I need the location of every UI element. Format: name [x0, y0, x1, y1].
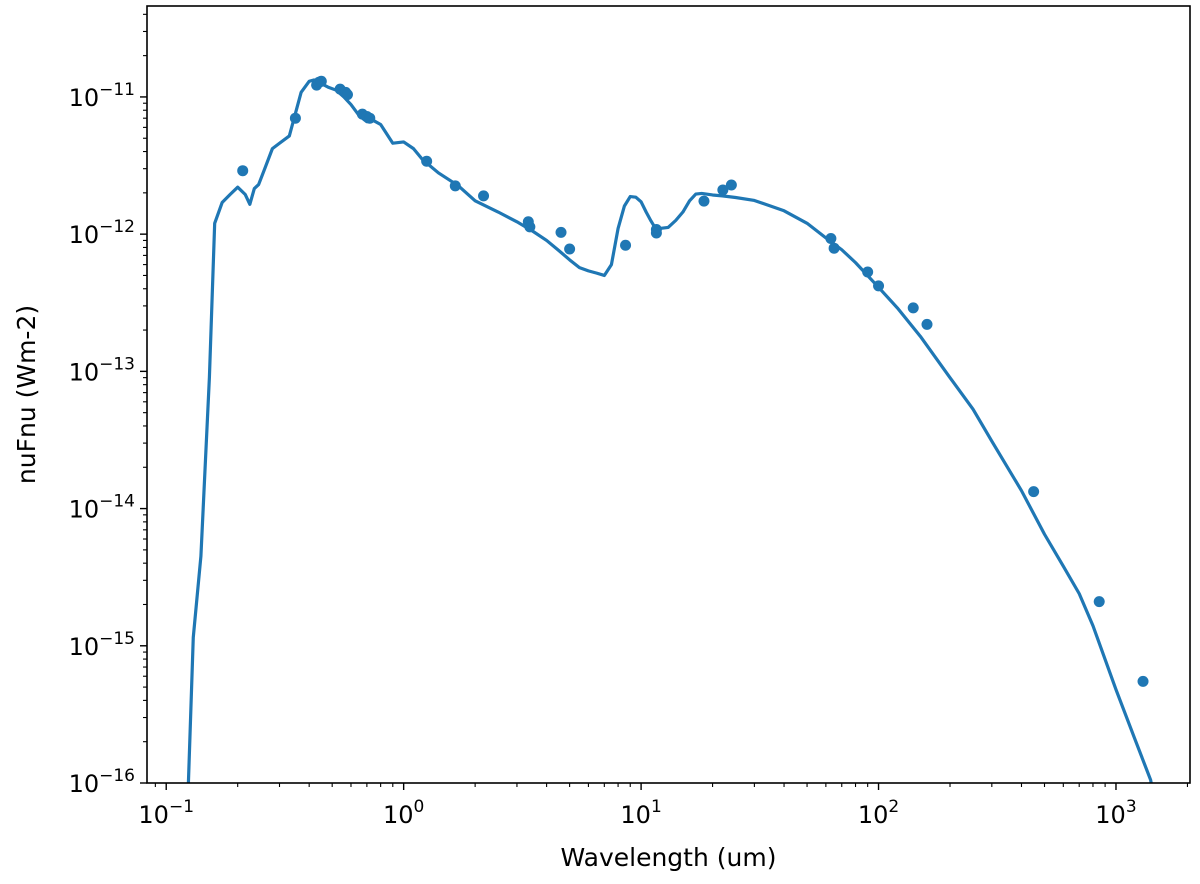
photometry-point — [364, 112, 376, 124]
x-tick-label: 100 — [383, 797, 424, 829]
photometry-point — [341, 89, 353, 101]
axis-ticks — [140, 13, 1189, 790]
y-tick-exponent: −15 — [99, 629, 135, 649]
x-tick-exponent: 3 — [1126, 797, 1137, 817]
photometry-point — [873, 280, 885, 292]
photometry-point — [289, 112, 301, 124]
y-tick-label: 10−15 — [69, 629, 135, 661]
photometry-point — [650, 227, 662, 239]
y-tick-exponent: −16 — [99, 766, 135, 786]
photometry-point — [524, 221, 536, 233]
photometry-point — [862, 266, 874, 278]
y-tick-label: 10−13 — [69, 354, 135, 386]
x-tick-exponent: 2 — [888, 797, 899, 817]
photometry-point — [1028, 486, 1040, 498]
photometry-point — [1137, 675, 1149, 687]
photometry-point — [725, 179, 737, 191]
photometry-point — [421, 155, 433, 167]
y-tick-exponent: −14 — [99, 492, 135, 512]
x-tick-label: 103 — [1095, 797, 1136, 829]
photometry-point — [717, 184, 729, 196]
tick-labels: 10−1 100 101 102 10310−1610−1510−1410−1310−1… — [69, 80, 1137, 829]
y-tick-exponent: −11 — [99, 80, 135, 100]
y-tick-exponent: −13 — [99, 354, 135, 374]
photometry-point — [828, 242, 840, 254]
x-tick-label: 102 — [858, 797, 899, 829]
y-tick-label: 10−16 — [69, 766, 135, 798]
photometry-point — [825, 232, 837, 244]
y-tick-label: 10−14 — [69, 492, 135, 524]
photometry-point — [555, 226, 567, 238]
plot-frame — [146, 5, 1191, 784]
y-tick-label: 10−11 — [69, 80, 135, 112]
photometry-point — [620, 239, 632, 251]
x-tick-label: 101 — [620, 797, 661, 829]
x-tick-exponent: 1 — [651, 797, 662, 817]
photometry-point — [921, 318, 933, 330]
x-tick-label: 10−1 — [138, 797, 194, 829]
photometry-point — [449, 180, 461, 192]
photometry-point — [237, 165, 249, 177]
y-tick-exponent: −12 — [99, 217, 135, 237]
photometry-point — [1093, 596, 1105, 608]
y-tick-label: 10−12 — [69, 217, 135, 249]
plot-area — [186, 75, 1153, 783]
photometry-point — [698, 195, 710, 207]
photometry-point — [315, 75, 327, 87]
model-sed-line — [186, 78, 1153, 783]
x-tick-exponent: 0 — [414, 797, 425, 817]
photometry-point — [564, 243, 576, 255]
x-axis-label: Wavelength (um) — [561, 843, 777, 872]
x-tick-exponent: −1 — [169, 797, 194, 817]
y-axis-label: nuFnu (Wm-2) — [12, 305, 41, 484]
photometry-point — [478, 190, 490, 202]
photometry-point — [907, 302, 919, 314]
